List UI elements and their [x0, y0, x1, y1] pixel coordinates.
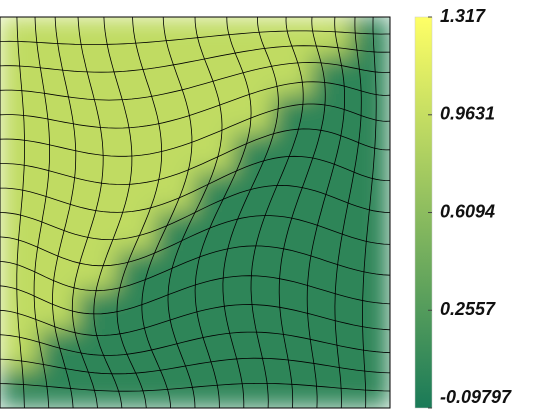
field-cell	[77, 94, 118, 135]
field-cell	[0, 290, 40, 331]
mesh-line	[334, 17, 362, 408]
field-cell	[116, 55, 157, 96]
field-cell	[311, 94, 352, 135]
mesh-line	[0, 357, 390, 375]
field-cell	[194, 55, 235, 96]
field-cell	[350, 133, 390, 174]
mesh-line	[306, 17, 346, 408]
mesh-line	[0, 215, 390, 267]
field-cell	[272, 94, 313, 135]
field-cell	[77, 329, 118, 370]
mesh-line	[0, 331, 390, 356]
field-cell	[0, 212, 40, 253]
field-cell	[311, 290, 352, 331]
field-cell	[272, 133, 313, 174]
field-cell	[311, 172, 352, 213]
field-cell	[311, 251, 352, 292]
field-cell	[194, 251, 235, 292]
field-cell	[155, 17, 196, 57]
field-cell	[350, 94, 390, 135]
colorbar-tick-label: 1.317	[440, 6, 486, 26]
field-cell	[233, 94, 274, 135]
field-cell	[350, 55, 390, 96]
field-cell	[272, 55, 313, 96]
field-cell	[0, 368, 40, 408]
colorbar-tick-label: 0.6094	[440, 201, 495, 221]
colorbar-tick-label: 0.2557	[440, 299, 496, 319]
field-cell	[272, 172, 313, 213]
field-cell	[194, 290, 235, 331]
mesh-line	[278, 17, 326, 408]
field-cell	[0, 55, 40, 96]
mesh	[0, 17, 390, 408]
field-cell	[38, 212, 79, 253]
field-cell	[77, 212, 118, 253]
mesh-line	[0, 184, 390, 241]
field-cell	[38, 133, 79, 174]
field-cell	[311, 329, 352, 370]
field-cell	[116, 172, 157, 213]
field-cell	[155, 290, 196, 331]
field-cell	[233, 290, 274, 331]
field-cell	[350, 368, 390, 408]
field-cell	[311, 133, 352, 174]
mesh-line	[250, 17, 304, 408]
colorbar-tick-label: 0.9631	[440, 104, 495, 124]
field-cell	[272, 17, 313, 57]
field-cell	[194, 172, 235, 213]
mesh-line	[0, 383, 390, 392]
field-cell	[311, 55, 352, 96]
field-cell	[116, 17, 157, 57]
mesh-line	[222, 17, 279, 408]
mesh-line	[0, 304, 390, 336]
field-cell	[38, 251, 79, 292]
field-cell	[350, 212, 390, 253]
field-cell	[77, 290, 118, 331]
field-cell	[155, 329, 196, 370]
field-cell	[77, 17, 118, 57]
mesh-line	[0, 275, 390, 315]
field	[0, 17, 390, 408]
field-cell	[38, 94, 79, 135]
mesh-line	[194, 17, 252, 408]
field-cell	[350, 290, 390, 331]
field-cell	[194, 329, 235, 370]
field-cell	[194, 17, 235, 57]
field-cell	[311, 17, 352, 57]
field-cell	[272, 290, 313, 331]
field-cell	[350, 172, 390, 213]
field-cell	[116, 329, 157, 370]
field-cell	[77, 133, 118, 174]
field-cell	[233, 329, 274, 370]
field-cell	[38, 290, 79, 331]
field-cell	[233, 17, 274, 57]
mesh-line	[362, 17, 377, 408]
field-cell	[272, 329, 313, 370]
field-cell	[194, 94, 235, 135]
field-cell	[77, 55, 118, 96]
field-cell	[233, 133, 274, 174]
field-cell	[116, 251, 157, 292]
field-cell	[77, 368, 118, 408]
field-cell	[38, 55, 79, 96]
field-cell	[0, 17, 40, 57]
field-cell	[233, 55, 274, 96]
colorbar-tick-label: -0.09797	[440, 387, 512, 407]
field-cell	[350, 17, 390, 57]
field-cells	[0, 17, 390, 408]
plot-frame	[0, 16, 391, 409]
field-cell	[38, 172, 79, 213]
mesh-line	[0, 245, 390, 292]
field-cell	[38, 329, 79, 370]
field-cell	[77, 172, 118, 213]
field-cell	[155, 212, 196, 253]
field-cell	[350, 251, 390, 292]
